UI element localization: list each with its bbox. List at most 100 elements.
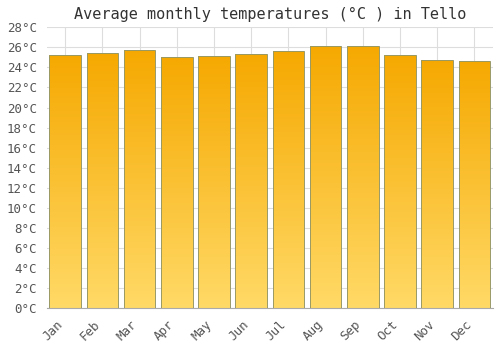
- Bar: [161, 107, 192, 109]
- Bar: [310, 122, 342, 124]
- Bar: [310, 65, 342, 66]
- Bar: [347, 299, 378, 300]
- Bar: [236, 115, 267, 117]
- Bar: [422, 95, 453, 96]
- Bar: [124, 260, 156, 262]
- Bar: [236, 124, 267, 125]
- Bar: [272, 137, 304, 139]
- Bar: [347, 307, 378, 308]
- Bar: [236, 109, 267, 110]
- Bar: [198, 259, 230, 260]
- Bar: [384, 93, 416, 95]
- Bar: [310, 141, 342, 142]
- Bar: [310, 76, 342, 78]
- Bar: [422, 184, 453, 186]
- Bar: [198, 202, 230, 204]
- Bar: [310, 249, 342, 251]
- Bar: [310, 171, 342, 172]
- Bar: [310, 66, 342, 67]
- Bar: [124, 227, 156, 228]
- Bar: [310, 201, 342, 202]
- Bar: [198, 153, 230, 155]
- Bar: [161, 97, 192, 99]
- Bar: [272, 213, 304, 215]
- Bar: [198, 238, 230, 239]
- Bar: [310, 190, 342, 192]
- Bar: [422, 135, 453, 136]
- Bar: [422, 68, 453, 69]
- Bar: [161, 146, 192, 148]
- Bar: [384, 186, 416, 187]
- Bar: [422, 90, 453, 91]
- Bar: [161, 100, 192, 101]
- Bar: [236, 110, 267, 112]
- Bar: [272, 231, 304, 232]
- Bar: [198, 278, 230, 279]
- Bar: [272, 119, 304, 121]
- Bar: [347, 191, 378, 193]
- Bar: [124, 155, 156, 156]
- Bar: [161, 185, 192, 187]
- Bar: [198, 258, 230, 259]
- Bar: [124, 300, 156, 302]
- Bar: [86, 123, 118, 125]
- Bar: [347, 85, 378, 87]
- Bar: [272, 126, 304, 127]
- Bar: [50, 65, 81, 67]
- Bar: [236, 119, 267, 120]
- Bar: [161, 209, 192, 210]
- Bar: [124, 89, 156, 90]
- Bar: [86, 197, 118, 199]
- Bar: [86, 206, 118, 208]
- Bar: [422, 108, 453, 110]
- Bar: [198, 116, 230, 117]
- Bar: [161, 287, 192, 288]
- Bar: [50, 84, 81, 86]
- Bar: [422, 189, 453, 190]
- Bar: [458, 259, 490, 260]
- Bar: [198, 244, 230, 245]
- Bar: [86, 285, 118, 287]
- Bar: [384, 142, 416, 144]
- Bar: [384, 303, 416, 304]
- Bar: [86, 196, 118, 197]
- Bar: [124, 64, 156, 66]
- Bar: [86, 239, 118, 241]
- Bar: [124, 112, 156, 113]
- Bar: [236, 202, 267, 203]
- Bar: [86, 195, 118, 196]
- Bar: [272, 135, 304, 136]
- Bar: [124, 237, 156, 239]
- Bar: [310, 287, 342, 289]
- Bar: [272, 139, 304, 140]
- Bar: [458, 219, 490, 220]
- Bar: [422, 142, 453, 144]
- Bar: [272, 100, 304, 102]
- Bar: [272, 79, 304, 81]
- Bar: [458, 154, 490, 155]
- Bar: [161, 62, 192, 64]
- Bar: [458, 233, 490, 234]
- Bar: [236, 288, 267, 289]
- Bar: [458, 306, 490, 307]
- Bar: [198, 276, 230, 278]
- Bar: [124, 57, 156, 58]
- Bar: [124, 214, 156, 215]
- Bar: [458, 220, 490, 222]
- Bar: [422, 277, 453, 279]
- Bar: [198, 250, 230, 252]
- Bar: [272, 235, 304, 236]
- Bar: [124, 287, 156, 289]
- Bar: [347, 215, 378, 217]
- Bar: [347, 104, 378, 105]
- Bar: [347, 155, 378, 156]
- Bar: [86, 125, 118, 126]
- Bar: [236, 298, 267, 299]
- Bar: [384, 211, 416, 212]
- Bar: [458, 217, 490, 218]
- Bar: [384, 178, 416, 179]
- Bar: [310, 236, 342, 238]
- Bar: [50, 89, 81, 91]
- Bar: [347, 117, 378, 118]
- Bar: [384, 282, 416, 283]
